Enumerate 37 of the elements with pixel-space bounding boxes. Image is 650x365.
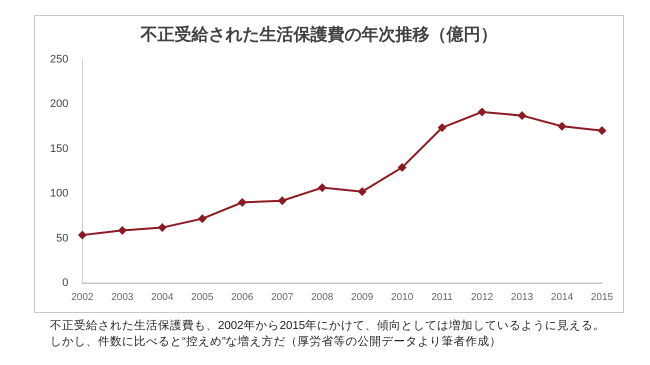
x-tick-label: 2012 xyxy=(470,292,494,303)
x-tick-label: 2008 xyxy=(311,292,334,303)
text: 不正受給された生活保護費も、2002年から2015年にかけて、傾向としては増加しているように見える。 xyxy=(50,318,606,334)
text: しかし、件数に比べると“控えめ”な増え方だ（厚労省等の公開データより筆者作成） xyxy=(50,334,503,350)
x-tick-label: 2007 xyxy=(271,292,294,303)
x-tick-label: 2009 xyxy=(351,292,374,303)
y-tick-label: 200 xyxy=(50,98,68,110)
y-tick-label: 250 xyxy=(50,53,68,66)
x-tick-label: 2015 xyxy=(590,292,614,303)
point xyxy=(478,108,486,116)
x-tick-label: 2011 xyxy=(431,292,454,303)
x-tick-label: 2004 xyxy=(151,292,174,303)
y-tick-label: 0 xyxy=(62,277,68,290)
x-tick-label: 2014 xyxy=(550,292,574,303)
x-tick-label: 2006 xyxy=(231,292,254,303)
point xyxy=(438,124,446,132)
point xyxy=(318,184,326,192)
y-tick-label: 150 xyxy=(50,142,68,155)
x-tick-label: 2013 xyxy=(510,292,534,303)
point xyxy=(78,231,86,240)
point xyxy=(158,224,166,232)
chart-title: 不正受給された生活保護費の年次推移（億円） xyxy=(140,24,498,44)
point xyxy=(398,163,406,172)
point xyxy=(598,126,606,135)
point xyxy=(198,214,206,223)
point xyxy=(278,196,286,205)
x-tick-label: 2010 xyxy=(391,292,414,303)
x-tick-label: 2003 xyxy=(111,292,134,303)
point xyxy=(558,122,566,130)
point xyxy=(518,112,526,120)
point xyxy=(118,226,126,234)
x-tick-label: 2005 xyxy=(191,292,214,303)
x-tick-label: 2002 xyxy=(71,292,94,303)
y-tick-label: 50 xyxy=(56,232,68,244)
y-tick-label: 100 xyxy=(50,188,68,200)
point xyxy=(238,198,246,206)
point xyxy=(358,188,366,196)
